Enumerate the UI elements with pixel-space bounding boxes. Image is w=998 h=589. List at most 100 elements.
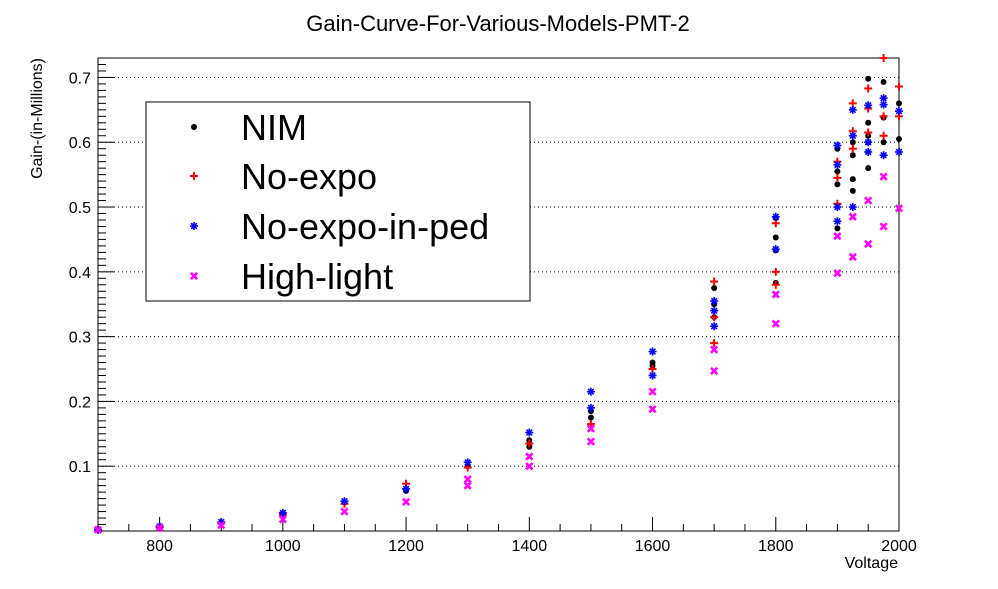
data-point — [833, 173, 842, 182]
data-point — [525, 452, 534, 461]
y-tick-label: 0.6 — [69, 135, 91, 152]
data-point — [848, 252, 857, 262]
data-point — [880, 78, 887, 85]
data-point — [864, 138, 873, 147]
data-point — [880, 139, 887, 146]
y-tick-label: 0.2 — [69, 394, 91, 411]
legend-label: High-light — [241, 256, 393, 297]
x-tick-label: 1000 — [265, 538, 301, 555]
data-point — [894, 204, 904, 213]
data-point — [864, 196, 873, 205]
data-point — [849, 176, 856, 183]
data-point — [896, 100, 902, 107]
data-point — [463, 481, 472, 490]
data-point — [865, 75, 872, 82]
legend-marker — [190, 172, 198, 180]
data-point — [895, 107, 903, 116]
data-point — [525, 462, 534, 471]
data-point — [278, 515, 287, 524]
data-point — [879, 54, 888, 62]
data-point — [848, 131, 857, 140]
legend-entry: No-expo — [190, 156, 377, 197]
x-tick-labels: 800 1000 1200 1400 1600 1800 2000 — [146, 538, 917, 555]
y-tick-label: 0.4 — [69, 265, 91, 282]
data-point — [340, 497, 349, 506]
data-point — [648, 405, 657, 414]
y-tick-label: 0.7 — [69, 70, 91, 87]
data-point — [834, 168, 841, 175]
data-point — [848, 203, 857, 212]
data-point — [848, 212, 857, 221]
x-tick-label: 2000 — [881, 538, 917, 555]
data-point — [586, 437, 596, 446]
data-point — [879, 151, 888, 160]
data-point — [879, 222, 888, 231]
legend-label: No-expo-in-ped — [241, 206, 489, 247]
legend: NIM No-expo No-expo-in-ped High-light — [145, 101, 531, 302]
data-point — [648, 387, 657, 396]
data-point — [525, 428, 534, 437]
x-tick-label: 800 — [146, 538, 173, 555]
data-point — [849, 187, 856, 194]
data-point — [771, 212, 780, 221]
data-point — [525, 439, 534, 448]
data-point — [895, 147, 903, 156]
legend-entry: High-light — [189, 256, 393, 297]
data-point — [648, 371, 657, 380]
data-point — [710, 366, 719, 376]
legend-marker — [189, 271, 199, 281]
y-tick-label: 0.5 — [69, 200, 91, 217]
data-point — [895, 82, 903, 91]
data-point — [586, 424, 596, 433]
data-point — [710, 345, 719, 354]
data-point — [864, 239, 873, 249]
data-point — [833, 141, 842, 150]
data-point — [402, 484, 411, 493]
x-tick-label: 1600 — [635, 538, 671, 555]
data-point — [711, 285, 718, 292]
x-tick-label: 1200 — [388, 538, 424, 555]
y-tick-labels: 0.1 0.2 0.3 0.4 0.5 0.6 0.7 — [69, 70, 91, 476]
legend-entry: NIM — [191, 107, 307, 148]
data-point — [833, 268, 842, 278]
data-point — [849, 139, 856, 146]
data-point — [864, 84, 873, 93]
data-point — [864, 101, 873, 110]
data-point — [879, 112, 888, 121]
axis-ticks — [97, 63, 900, 531]
data-point — [834, 225, 841, 232]
data-point — [865, 165, 872, 172]
data-point — [401, 497, 411, 506]
data-point — [896, 135, 902, 142]
data-point — [833, 232, 842, 241]
data-point — [93, 525, 103, 534]
data-point — [833, 217, 842, 226]
data-point — [848, 105, 857, 114]
data-point — [771, 319, 780, 328]
data-point — [865, 119, 872, 126]
y-tick-label: 0.1 — [69, 459, 91, 476]
data-point — [833, 160, 842, 169]
data-point — [278, 508, 287, 517]
data-point — [772, 234, 779, 241]
data-point — [879, 131, 888, 140]
legend-entries: NIM No-expo No-expo-in-ped High-light — [189, 107, 489, 297]
data-point — [771, 280, 780, 289]
data-point — [710, 339, 719, 348]
data-point — [879, 100, 888, 109]
data-point — [710, 296, 719, 305]
data-point — [586, 403, 595, 412]
data-point — [864, 128, 873, 137]
data-point — [710, 306, 719, 315]
data-point — [834, 181, 841, 188]
data-point — [217, 521, 226, 530]
data-point — [771, 267, 780, 276]
data-point — [586, 420, 595, 429]
legend-label: No-expo — [241, 156, 377, 197]
x-tick-label: 1400 — [512, 538, 548, 555]
data-point — [710, 322, 719, 331]
series-high-light — [93, 172, 904, 534]
legend-entry: No-expo-in-ped — [190, 206, 489, 247]
data-point — [879, 172, 888, 181]
